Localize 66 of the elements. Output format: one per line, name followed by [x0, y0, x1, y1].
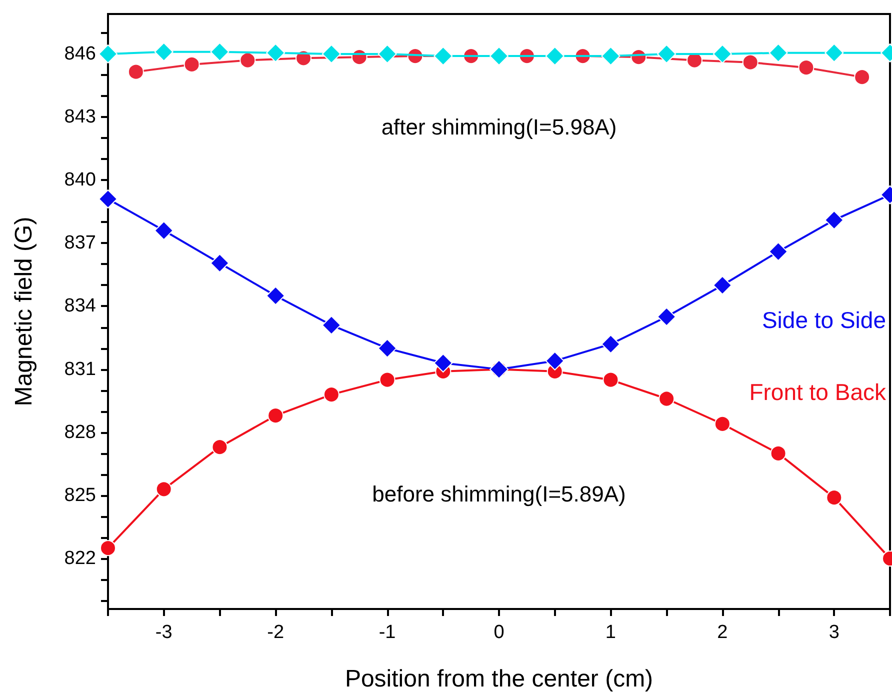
y-tick-label: 837 [64, 232, 96, 254]
annotation: before shimming(I=5.89A) [372, 481, 626, 506]
point [545, 46, 564, 66]
x-tick-label: -2 [267, 622, 284, 643]
point [154, 221, 174, 240]
x-tick-label: -3 [155, 622, 172, 643]
y-tick-label: 822 [64, 548, 96, 570]
point [184, 56, 200, 72]
point [714, 416, 730, 432]
series-label: Side to Side [762, 307, 886, 334]
point [798, 60, 814, 76]
y-tick-label: 825 [64, 484, 96, 506]
point [379, 372, 396, 388]
point [742, 54, 758, 70]
point [490, 46, 508, 66]
point [322, 44, 341, 64]
y-tick-label: 846 [64, 43, 96, 64]
x-tick-label: 1 [605, 622, 616, 643]
point [826, 490, 842, 506]
point [98, 190, 118, 209]
point [240, 52, 256, 68]
x-axis-title: Position from the center (cm) [344, 666, 654, 692]
point [100, 540, 116, 556]
point [266, 43, 286, 62]
point [266, 286, 286, 306]
y-axis-title: Magnetic field (G) [10, 216, 38, 406]
point [602, 372, 619, 388]
y-tick-label: 840 [64, 170, 96, 191]
point [378, 338, 397, 358]
series-label: Front to Back [749, 378, 886, 405]
point [434, 354, 453, 373]
point [712, 44, 732, 64]
point [712, 276, 732, 295]
point [768, 242, 788, 262]
point [98, 44, 118, 64]
point [657, 44, 676, 64]
y-tick-label: 834 [64, 296, 96, 317]
x-tick-label: 3 [828, 622, 840, 643]
annotation: after shimming(I=5.98A) [381, 114, 617, 140]
point [545, 351, 564, 370]
point [657, 307, 676, 326]
point [601, 334, 620, 354]
point [434, 46, 453, 66]
y-tick-label: 831 [64, 358, 96, 380]
point [210, 42, 230, 62]
point [768, 43, 788, 62]
point [824, 210, 844, 230]
point [268, 408, 284, 424]
point [212, 439, 228, 456]
y-tick-label: 843 [64, 106, 96, 128]
point [378, 44, 397, 64]
point [601, 46, 620, 66]
point [658, 390, 675, 407]
point [323, 386, 340, 403]
point [770, 445, 786, 462]
point [128, 64, 144, 80]
point [824, 43, 844, 62]
x-tick-label: 0 [494, 622, 504, 643]
point [322, 316, 341, 335]
x-tick-label: -1 [378, 622, 396, 643]
point [210, 254, 230, 273]
x-tick-label: 2 [717, 622, 728, 643]
point [156, 481, 172, 498]
y-tick-label: 828 [64, 422, 96, 443]
point [154, 42, 174, 62]
point [854, 69, 870, 86]
